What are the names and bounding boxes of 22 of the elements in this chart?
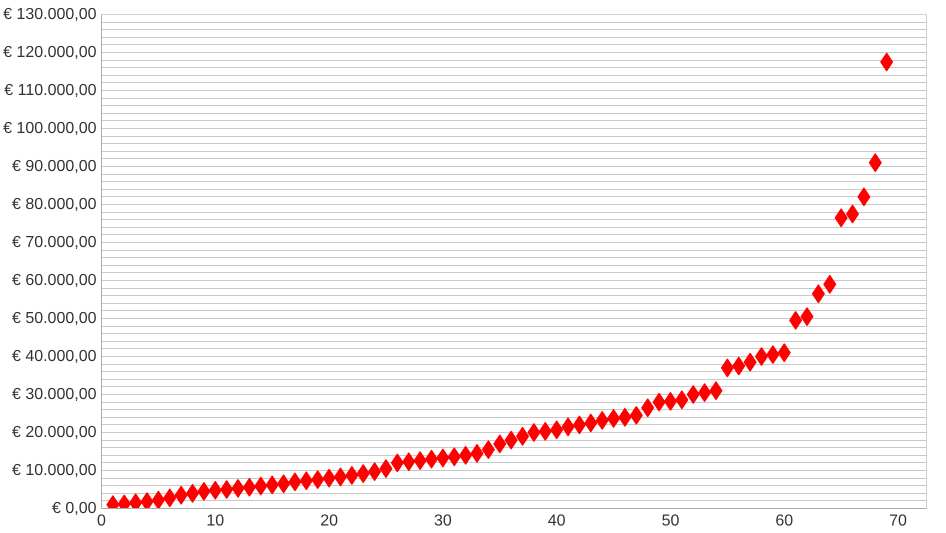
y-tick-label: € 50.000,00 xyxy=(12,310,97,327)
y-tick-label: € 0,00 xyxy=(52,500,97,517)
x-tick-label: 10 xyxy=(206,512,224,530)
x-tick-label: 60 xyxy=(775,512,794,530)
y-tick-label: € 130.000,00 xyxy=(3,6,97,23)
y-tick-label: € 80.000,00 xyxy=(12,196,97,213)
y-tick-label: € 30.000,00 xyxy=(12,386,97,403)
y-tick-label: € 110.000,00 xyxy=(4,82,97,99)
x-tick-label: 20 xyxy=(320,512,338,530)
y-tick-label: € 20.000,00 xyxy=(12,424,97,441)
y-tick-label: € 90.000,00 xyxy=(12,158,97,175)
y-tick-label: € 10.000,00 xyxy=(12,462,97,479)
y-tick-label: € 70.000,00 xyxy=(12,234,97,251)
y-tick-label: € 100.000,00 xyxy=(3,120,97,137)
x-tick-label: 40 xyxy=(548,512,566,530)
x-tick-label: 0 xyxy=(97,512,106,530)
y-tick-label: € 40.000,00 xyxy=(12,348,97,365)
x-tick-label: 30 xyxy=(434,512,452,530)
y-tick-label: € 120.000,00 xyxy=(3,44,97,61)
x-tick-label: 50 xyxy=(662,512,680,530)
x-tick-label: 70 xyxy=(889,512,908,530)
y-tick-label: € 60.000,00 xyxy=(12,272,97,289)
